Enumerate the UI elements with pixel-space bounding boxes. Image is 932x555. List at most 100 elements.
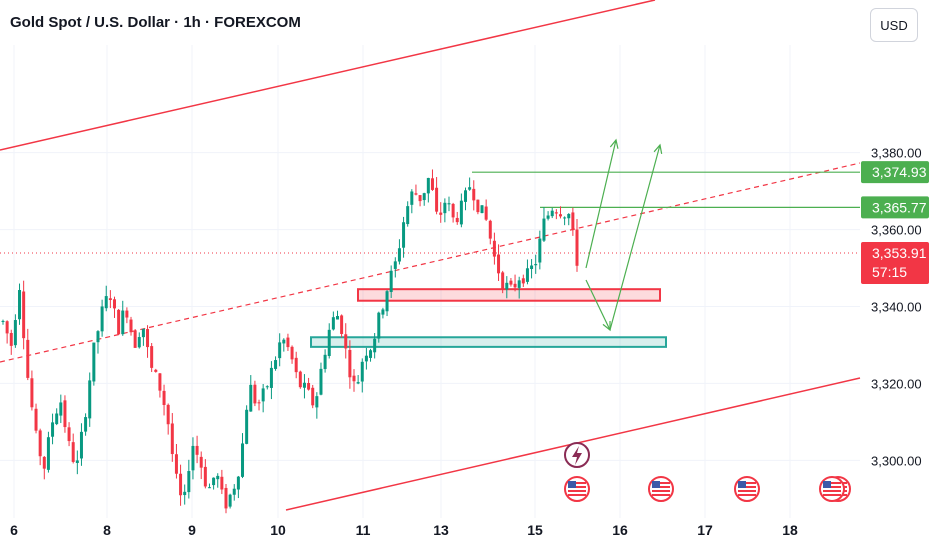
us-flag-icon[interactable] <box>564 476 590 502</box>
candle-body <box>331 317 335 330</box>
candle-body <box>439 212 443 215</box>
currency-button[interactable]: USD <box>870 8 918 42</box>
candle-body <box>38 430 42 457</box>
candle-body <box>216 475 220 480</box>
candle-body <box>141 328 145 338</box>
candle-body <box>282 339 286 344</box>
candle-body <box>340 315 344 334</box>
candle-body <box>402 222 406 248</box>
candle-body <box>480 205 484 214</box>
candle-body <box>18 290 22 320</box>
candle-body <box>307 383 311 390</box>
candle-body <box>472 188 476 201</box>
channel-mid-line <box>0 162 861 363</box>
candle-body <box>207 487 211 489</box>
us-flag-icon[interactable] <box>819 476 845 502</box>
candle-body <box>278 342 282 359</box>
candle-body <box>63 400 67 428</box>
candle-body <box>550 210 554 217</box>
candle-body <box>488 220 492 239</box>
candle-body <box>212 477 216 486</box>
candle-body <box>492 240 496 257</box>
candle-body <box>220 476 224 490</box>
candle-body <box>575 229 579 266</box>
candle-body <box>393 261 397 269</box>
x-tick-label: 6 <box>10 522 18 538</box>
x-tick-label: 16 <box>612 522 628 538</box>
x-tick-label: 8 <box>103 522 111 538</box>
us-flag-icon[interactable] <box>648 476 674 502</box>
candle-body <box>443 202 447 214</box>
level-high-badge-bg <box>861 161 929 184</box>
x-tick-label: 17 <box>697 522 713 538</box>
projection-arrow-down-head <box>602 320 611 332</box>
support-zone <box>310 336 667 348</box>
candle-body <box>71 442 75 462</box>
candle-body <box>558 214 562 217</box>
candle-body <box>468 187 472 190</box>
candle-body <box>79 431 83 459</box>
candle-body <box>377 312 381 339</box>
candle-body <box>170 423 174 455</box>
candle-body <box>137 337 141 348</box>
candle-body <box>42 456 46 469</box>
candle-body <box>546 215 550 219</box>
last-price-badge-bg <box>861 242 929 285</box>
candle-body <box>327 329 331 357</box>
candle-body <box>497 254 501 274</box>
candle-body <box>253 384 257 404</box>
candle-body <box>1 320 5 322</box>
candle-body <box>22 291 26 339</box>
candle-body <box>125 310 129 318</box>
candle-body <box>302 382 306 388</box>
candle-body <box>294 357 298 373</box>
candle-body <box>245 409 249 444</box>
candle-body <box>430 178 434 190</box>
candle-body <box>228 494 232 507</box>
candle-body <box>348 349 352 378</box>
candle-body <box>406 206 410 225</box>
x-tick-label: 11 <box>356 522 371 538</box>
candle-body <box>464 190 468 202</box>
candle-body <box>315 396 319 408</box>
candle-body <box>203 466 207 487</box>
candle-body <box>286 337 290 348</box>
lightning-icon[interactable] <box>564 442 590 468</box>
us-flag-icon[interactable] <box>734 476 760 502</box>
candle-body <box>451 203 455 218</box>
candle-body <box>59 402 63 416</box>
candle-body <box>150 346 154 368</box>
candle-body <box>525 268 529 282</box>
candle-body <box>34 408 38 431</box>
candle-body <box>269 367 273 388</box>
candle-body <box>517 280 521 288</box>
candle-body <box>389 270 393 293</box>
candle-body <box>369 350 373 358</box>
candle-body <box>323 354 327 370</box>
candle-body <box>146 329 150 348</box>
candle-body <box>5 321 9 334</box>
candle-body <box>571 212 575 231</box>
candle-body <box>447 203 451 205</box>
candle-body <box>505 282 509 290</box>
candle-body <box>241 443 245 477</box>
candle-body <box>26 339 30 378</box>
candle-body <box>319 368 323 395</box>
candle-body <box>75 460 79 463</box>
projection-arrow-up-2 <box>609 144 661 331</box>
channel-upper-line <box>0 0 656 151</box>
candle-body <box>199 456 203 468</box>
candle-body <box>290 346 294 360</box>
candle-body <box>422 193 426 201</box>
candle-body <box>459 200 463 225</box>
candle-body <box>112 299 116 309</box>
last-price-badge-text: 57:15 <box>872 264 907 280</box>
candle-body <box>455 217 459 223</box>
candle-body <box>476 199 480 213</box>
candle-body <box>162 390 166 405</box>
projection-arrow-up-1-head <box>609 138 619 149</box>
level-mid-badge-bg <box>861 196 929 219</box>
candle-body <box>121 310 125 335</box>
